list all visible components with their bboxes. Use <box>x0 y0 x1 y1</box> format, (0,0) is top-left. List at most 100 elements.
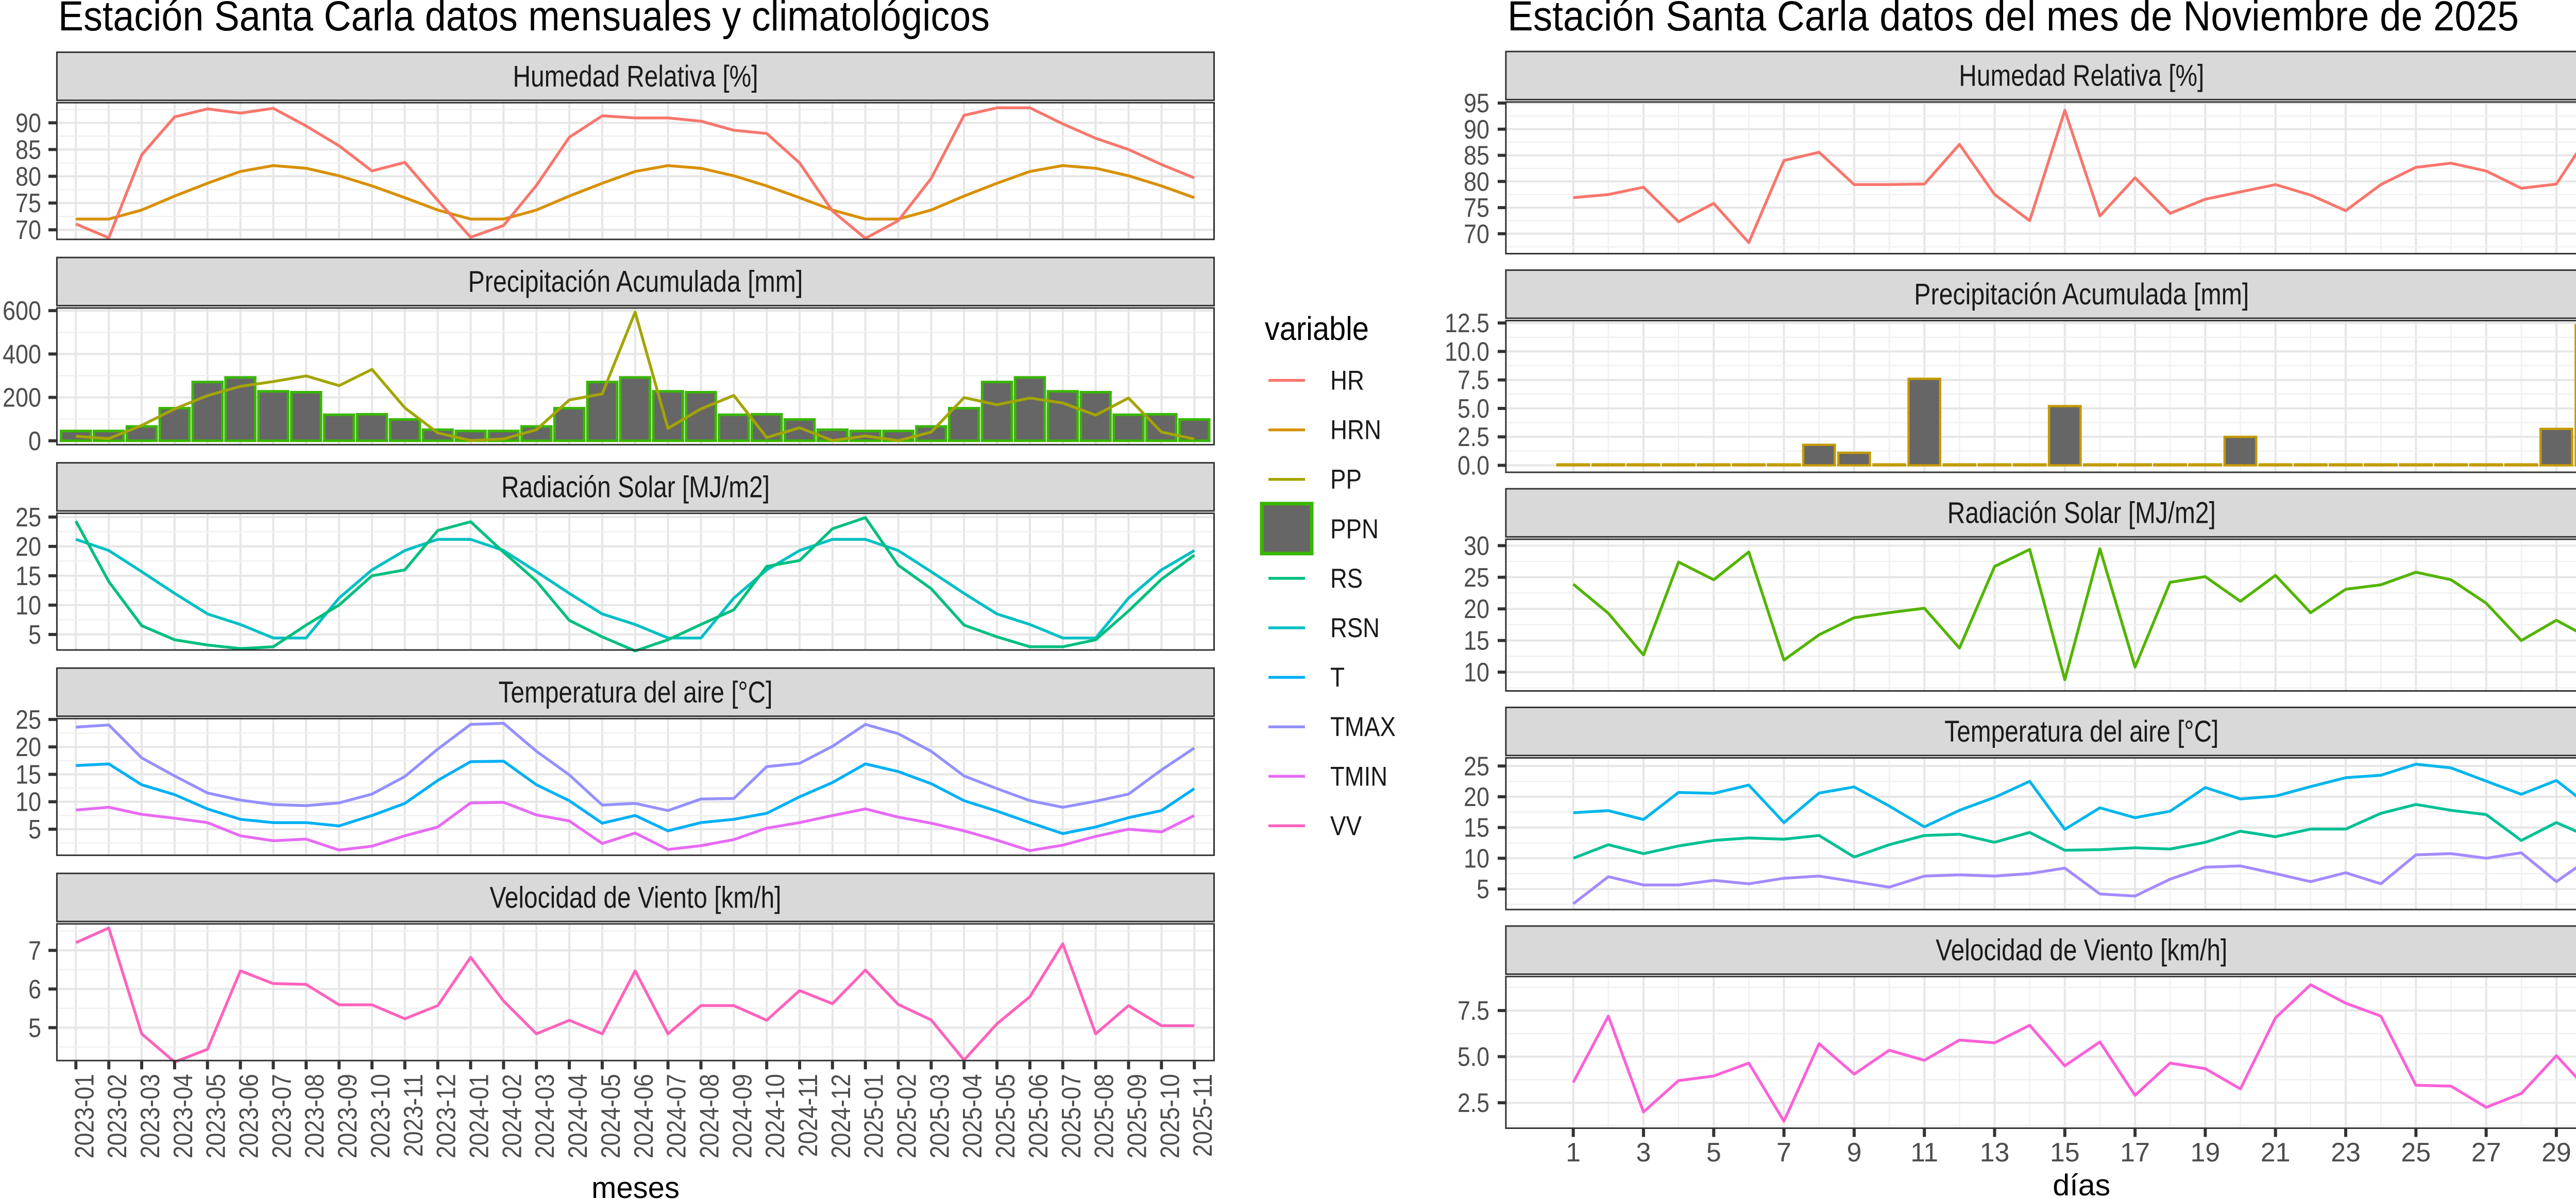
svg-text:85: 85 <box>1464 141 1489 171</box>
svg-text:2023-02: 2023-02 <box>103 1074 132 1158</box>
svg-text:2025-11: 2025-11 <box>1188 1074 1218 1157</box>
svg-text:2023-08: 2023-08 <box>300 1074 330 1158</box>
svg-text:2025-10: 2025-10 <box>1155 1074 1185 1158</box>
svg-text:20: 20 <box>1464 782 1489 812</box>
svg-text:TMIN: TMIN <box>1330 761 1387 792</box>
svg-text:30: 30 <box>1464 531 1489 561</box>
svg-text:VV: VV <box>1330 811 1362 841</box>
svg-text:2024-01: 2024-01 <box>465 1074 495 1158</box>
svg-text:variable: variable <box>1265 310 1369 347</box>
svg-text:200: 200 <box>3 383 41 413</box>
svg-text:15: 15 <box>1464 626 1489 656</box>
svg-text:2025-07: 2025-07 <box>1057 1074 1087 1158</box>
svg-text:25: 25 <box>1464 751 1489 781</box>
svg-text:7.5: 7.5 <box>1458 366 1489 396</box>
svg-text:15: 15 <box>1464 813 1489 843</box>
svg-text:2025-09: 2025-09 <box>1123 1074 1153 1158</box>
svg-text:7: 7 <box>1776 1138 1791 1168</box>
svg-text:5: 5 <box>28 815 41 845</box>
svg-text:5: 5 <box>1706 1138 1721 1168</box>
svg-text:Radiación Solar [MJ/m2]: Radiación Solar [MJ/m2] <box>501 470 770 504</box>
svg-text:Estación Santa Carla datos del: Estación Santa Carla datos del mes de No… <box>1507 0 2519 40</box>
svg-text:70: 70 <box>1464 219 1489 249</box>
svg-text:2023-05: 2023-05 <box>201 1074 231 1158</box>
svg-text:2023-09: 2023-09 <box>333 1074 363 1158</box>
svg-text:T: T <box>1330 662 1345 693</box>
svg-text:2.5: 2.5 <box>1458 422 1489 452</box>
svg-text:2024-04: 2024-04 <box>563 1074 593 1158</box>
svg-text:10: 10 <box>15 787 41 817</box>
svg-text:2024-03: 2024-03 <box>530 1074 560 1158</box>
svg-text:12.5: 12.5 <box>1445 309 1489 338</box>
svg-text:20: 20 <box>15 532 41 562</box>
svg-text:90: 90 <box>1464 115 1489 145</box>
svg-text:2023-10: 2023-10 <box>366 1074 396 1158</box>
svg-text:2.5: 2.5 <box>1458 1088 1489 1118</box>
svg-text:80: 80 <box>1464 167 1489 197</box>
svg-text:PP: PP <box>1330 465 1362 495</box>
svg-text:RS: RS <box>1330 563 1363 594</box>
svg-text:Velocidad de Viento [km/h]: Velocidad de Viento [km/h] <box>490 881 782 915</box>
svg-text:5.0: 5.0 <box>1458 1042 1489 1072</box>
svg-text:7.5: 7.5 <box>1458 996 1489 1026</box>
svg-text:2023-01: 2023-01 <box>70 1074 99 1158</box>
svg-text:600: 600 <box>3 296 41 326</box>
svg-text:19: 19 <box>2190 1138 2220 1168</box>
svg-text:Temperatura del aire [°C]: Temperatura del aire [°C] <box>499 676 773 709</box>
svg-text:20: 20 <box>15 732 41 762</box>
svg-text:2024-06: 2024-06 <box>629 1074 659 1158</box>
svg-text:10: 10 <box>15 591 41 621</box>
svg-text:95: 95 <box>1464 89 1489 118</box>
svg-text:9: 9 <box>1846 1138 1861 1168</box>
svg-text:70: 70 <box>15 215 41 245</box>
svg-text:2025-05: 2025-05 <box>991 1074 1021 1158</box>
svg-text:Velocidad de Viento [km/h]: Velocidad de Viento [km/h] <box>1936 934 2227 967</box>
svg-text:2023-06: 2023-06 <box>234 1074 264 1158</box>
svg-text:2023-07: 2023-07 <box>267 1074 297 1158</box>
svg-text:5: 5 <box>28 620 41 650</box>
svg-text:75: 75 <box>1464 193 1489 223</box>
svg-text:90: 90 <box>15 108 41 138</box>
svg-text:PPN: PPN <box>1330 514 1379 544</box>
svg-text:25: 25 <box>2401 1138 2431 1168</box>
svg-text:Humedad Relativa [%]: Humedad Relativa [%] <box>1959 59 2204 93</box>
svg-text:2024-09: 2024-09 <box>727 1074 757 1158</box>
svg-text:2024-11: 2024-11 <box>793 1074 823 1157</box>
svg-text:400: 400 <box>3 339 41 369</box>
svg-text:25: 25 <box>15 705 41 735</box>
svg-text:2024-08: 2024-08 <box>695 1074 725 1158</box>
svg-text:2024-05: 2024-05 <box>596 1074 626 1158</box>
svg-text:21: 21 <box>2261 1138 2291 1168</box>
svg-text:6: 6 <box>28 974 41 1004</box>
svg-text:Estación Santa Carla datos men: Estación Santa Carla datos mensuales y c… <box>58 0 990 40</box>
svg-text:13: 13 <box>1980 1138 2010 1168</box>
svg-text:7: 7 <box>28 936 41 966</box>
svg-text:HR: HR <box>1330 366 1364 396</box>
svg-text:15: 15 <box>15 760 41 790</box>
svg-text:2024-02: 2024-02 <box>497 1074 527 1158</box>
svg-text:0.0: 0.0 <box>1458 451 1489 481</box>
svg-text:10: 10 <box>1464 658 1489 688</box>
svg-text:Precipitación Acumulada [mm]: Precipitación Acumulada [mm] <box>1914 278 2249 311</box>
svg-text:días: días <box>2053 1169 2110 1199</box>
svg-text:10.0: 10.0 <box>1445 337 1489 367</box>
svg-text:Precipitación Acumulada [mm]: Precipitación Acumulada [mm] <box>468 265 803 299</box>
svg-text:2025-06: 2025-06 <box>1024 1074 1054 1158</box>
svg-text:15: 15 <box>15 561 41 591</box>
svg-text:11: 11 <box>1910 1138 1938 1168</box>
svg-text:23: 23 <box>2331 1138 2361 1168</box>
svg-text:5.0: 5.0 <box>1458 394 1489 424</box>
svg-text:2024-07: 2024-07 <box>662 1074 692 1158</box>
svg-text:25: 25 <box>1464 563 1489 593</box>
svg-text:17: 17 <box>2120 1138 2150 1168</box>
svg-text:3: 3 <box>1636 1138 1651 1168</box>
svg-text:27: 27 <box>2471 1138 2501 1168</box>
svg-text:85: 85 <box>15 135 41 165</box>
svg-text:meses: meses <box>591 1171 680 1199</box>
svg-text:5: 5 <box>1477 875 1489 904</box>
svg-text:2023-04: 2023-04 <box>168 1074 198 1158</box>
svg-text:2025-01: 2025-01 <box>859 1074 889 1158</box>
svg-text:Temperatura del aire [°C]: Temperatura del aire [°C] <box>1944 715 2218 748</box>
svg-text:Humedad Relativa [%]: Humedad Relativa [%] <box>513 60 758 93</box>
svg-text:2025-03: 2025-03 <box>925 1074 955 1158</box>
